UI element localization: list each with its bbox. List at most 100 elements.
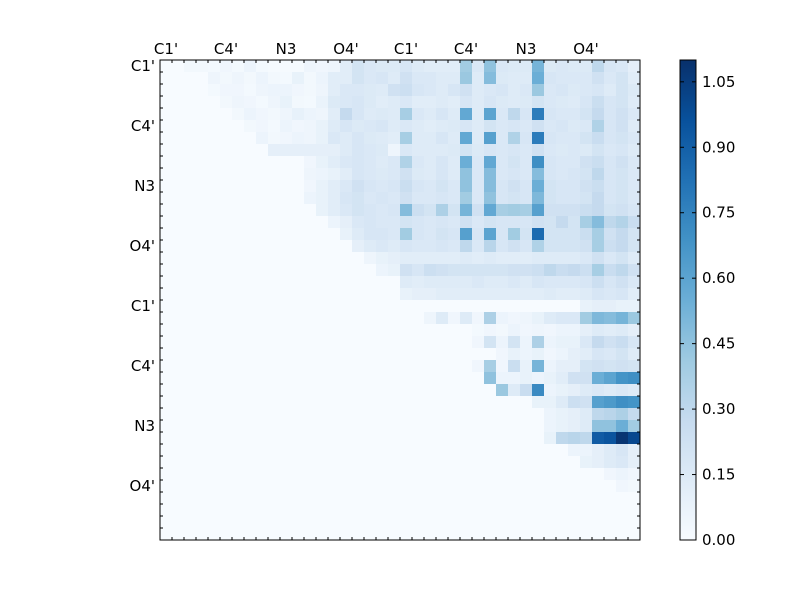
heatmap-cell: [628, 108, 641, 121]
heatmap-cell: [232, 348, 245, 361]
heatmap-cell: [388, 516, 401, 529]
heatmap-cell: [172, 120, 185, 133]
heatmap-cell: [340, 348, 353, 361]
heatmap-cell: [496, 84, 509, 97]
heatmap-cell: [628, 384, 641, 397]
heatmap-cell: [244, 348, 257, 361]
heatmap-cell: [232, 240, 245, 253]
heatmap-cell: [532, 348, 545, 361]
heatmap-cell: [628, 360, 641, 373]
heatmap-cell: [292, 180, 305, 193]
heatmap-cell: [424, 468, 437, 481]
heatmap-cell: [496, 120, 509, 133]
heatmap-cell: [556, 528, 569, 541]
heatmap-cell: [412, 252, 425, 265]
heatmap-cell: [472, 120, 485, 133]
heatmap-cell: [160, 444, 173, 457]
heatmap-cell: [508, 504, 521, 517]
heatmap-cell: [580, 228, 593, 241]
heatmap-cell: [628, 444, 641, 457]
heatmap-cell: [448, 528, 461, 541]
heatmap-cell: [424, 432, 437, 445]
heatmap-cell: [460, 384, 473, 397]
heatmap-cell: [448, 252, 461, 265]
heatmap-cell: [628, 312, 641, 325]
heatmap-cell: [532, 300, 545, 313]
heatmap-cell: [556, 180, 569, 193]
heatmap-cell: [376, 408, 389, 421]
heatmap-cell: [316, 372, 329, 385]
heatmap-cell: [568, 60, 581, 73]
heatmap-cell: [196, 444, 209, 457]
heatmap-cell: [220, 444, 233, 457]
heatmap-cell: [520, 264, 533, 277]
heatmap-cell: [220, 372, 233, 385]
heatmap-cell: [316, 180, 329, 193]
heatmap-cell: [412, 144, 425, 157]
heatmap-cell: [400, 324, 413, 337]
heatmap-cell: [400, 252, 413, 265]
heatmap-cell: [244, 180, 257, 193]
heatmap-cell: [628, 240, 641, 253]
heatmap-cell: [292, 444, 305, 457]
heatmap-cell: [616, 408, 629, 421]
heatmap-cell: [268, 372, 281, 385]
heatmap-cell: [592, 276, 605, 289]
heatmap-cell: [244, 384, 257, 397]
heatmap-cell: [496, 264, 509, 277]
heatmap-cell: [460, 444, 473, 457]
heatmap-cell: [316, 288, 329, 301]
heatmap-cell: [592, 192, 605, 205]
heatmap-cell: [628, 84, 641, 97]
heatmap-cell: [184, 324, 197, 337]
heatmap-cell: [400, 300, 413, 313]
heatmap-cell: [628, 336, 641, 349]
heatmap-cell: [208, 516, 221, 529]
heatmap-cell: [340, 420, 353, 433]
heatmap-cell: [532, 504, 545, 517]
heatmap-cell: [532, 480, 545, 493]
heatmap-cell: [436, 132, 449, 145]
heatmap-cell: [376, 492, 389, 505]
heatmap-cell: [460, 156, 473, 169]
heatmap-cell: [304, 420, 317, 433]
heatmap-cell: [484, 252, 497, 265]
heatmap-cell: [172, 468, 185, 481]
heatmap-cell: [532, 228, 545, 241]
heatmap-cell: [580, 372, 593, 385]
heatmap-cell: [436, 108, 449, 121]
heatmap-cell: [520, 120, 533, 133]
heatmap-cell: [256, 276, 269, 289]
heatmap-cell: [616, 180, 629, 193]
heatmap-cell: [304, 144, 317, 157]
heatmap-cell: [556, 120, 569, 133]
heatmap-cell: [172, 348, 185, 361]
heatmap-cell: [628, 252, 641, 265]
heatmap-cell: [268, 456, 281, 469]
heatmap-cell: [556, 144, 569, 157]
heatmap-cell: [460, 144, 473, 157]
heatmap-cell: [424, 84, 437, 97]
heatmap-cell: [484, 396, 497, 409]
heatmap-cell: [172, 156, 185, 169]
heatmap-cell: [232, 180, 245, 193]
heatmap-cell: [520, 408, 533, 421]
heatmap-cell: [328, 372, 341, 385]
heatmap-cell: [412, 408, 425, 421]
heatmap-cell: [532, 432, 545, 445]
heatmap-cell: [556, 348, 569, 361]
heatmap-cell: [604, 312, 617, 325]
heatmap-cell: [400, 168, 413, 181]
heatmap-cell: [388, 456, 401, 469]
heatmap-cell: [628, 276, 641, 289]
heatmap-cell: [628, 96, 641, 109]
heatmap-cell: [496, 192, 509, 205]
heatmap-cell: [472, 156, 485, 169]
heatmap-cell: [172, 324, 185, 337]
heatmap-cell: [232, 444, 245, 457]
heatmap-cell: [460, 180, 473, 193]
heatmap-cell: [520, 204, 533, 217]
heatmap-cell: [256, 348, 269, 361]
heatmap-cell: [364, 504, 377, 517]
